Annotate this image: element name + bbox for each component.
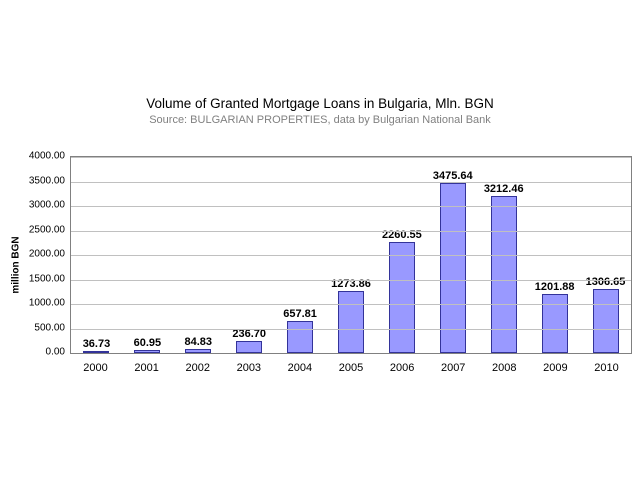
bar-group-2010: 1306.65 [580,157,631,353]
y-axis-title-text: million BGN [10,236,22,294]
chart-title: Volume of Granted Mortgage Loans in Bulg… [146,96,494,111]
gridline [71,230,631,232]
bar-2001 [134,350,161,353]
y-tick-label: 3000.00 [28,199,65,211]
bar-group-2002: 84.83 [173,157,224,353]
x-label-2010: 2010 [594,362,619,374]
bar-value-label: 60.95 [133,337,162,350]
gridline [71,279,631,281]
y-axis-tick-labels: 0.00 500.00 1000.00 1500.00 2000.00 2500.00 30… [24,151,70,358]
x-axis-labels: 2000 2001 2002 2003 2004 2005 2006 2007 2008 2009… [70,362,632,374]
bar-2008 [490,195,517,353]
gridline [71,157,631,158]
bar-group-2000: 36.73 [71,157,122,353]
x-label-2001: 2001 [134,362,159,374]
bar-value-label: 84.83 [184,335,213,348]
bar-value-label: 36.73 [82,338,111,350]
x-label-2000: 2000 [83,362,108,374]
bar-2003 [236,341,263,353]
y-tick-label: 1000.00 [28,297,65,309]
bar-2005 [337,290,364,353]
y-tick-label: 0.00 [45,346,65,358]
x-label-2007: 2007 [440,362,466,374]
bar-value-label: 3212.46 [483,182,524,195]
bar-group-2005: 1273.86 [326,157,377,353]
x-label-2004: 2004 [287,362,313,374]
y-tick-label: 1500.00 [28,273,65,284]
plot-column: 36.73 60.95 84.83 236.70 657.81 1273.86 2260.5… [70,156,632,374]
y-tick-label: 4000.00 [28,150,65,162]
bar-2000 [83,351,110,353]
bar-group-2009: 1201.88 [529,157,580,353]
gridline [71,206,631,207]
chart-subtitle: Source: BULGARIAN PROPERTIES, data by Bu… [149,114,491,126]
plot-area: 36.73 60.95 84.83 236.70 657.81 1273.86 2260.5… [70,156,632,354]
bar-group-2001: 60.95 [122,157,173,353]
gridline [71,328,631,330]
mortgage-loans-chart: Volume of Granted Mortgage Loans in Bulg… [8,96,632,374]
bar-2007 [439,182,466,353]
bar-group-2008: 3212.46 [478,157,529,353]
y-tick-label: 500.00 [34,322,65,333]
y-tick-label: 3500.00 [28,175,65,186]
bar-2006 [388,242,415,353]
bar-2010 [592,288,619,353]
bar-2002 [185,348,212,353]
x-label-2005: 2005 [338,362,364,374]
bar-value-label: 1306.65 [585,275,626,288]
x-label-2002: 2002 [185,362,210,374]
gridline [71,255,631,256]
bar-value-label: 2260.55 [382,229,422,242]
bar-group-2003: 236.70 [224,157,275,353]
gridline [71,181,631,183]
bar-value-label: 657.81 [283,307,317,320]
x-label-2006: 2006 [389,362,415,374]
y-axis-title: million BGN [8,156,24,374]
y-tick-label: 2500.00 [28,224,65,235]
x-label-2008: 2008 [492,362,517,374]
x-label-2003: 2003 [236,362,262,374]
x-label-2009: 2009 [543,362,568,374]
bar-value-label: 3475.64 [432,169,473,182]
bar-value-label: 1201.88 [534,281,575,294]
gridline [71,304,631,305]
bar-value-label: 236.70 [232,328,266,341]
bars-row: 36.73 60.95 84.83 236.70 657.81 1273.86 2260.5… [71,157,631,353]
bar-2004 [287,320,314,353]
bar-group-2004: 657.81 [275,157,326,353]
bar-group-2006: 2260.55 [376,157,427,353]
bar-value-label: 1273.86 [331,277,371,290]
bar-2009 [541,294,568,353]
bar-group-2007: 3475.64 [427,157,478,353]
y-tick-label: 2000.00 [28,248,65,260]
chart-body: million BGN 0.00 500.00 1000.00 1500.00 2000… [8,151,632,374]
